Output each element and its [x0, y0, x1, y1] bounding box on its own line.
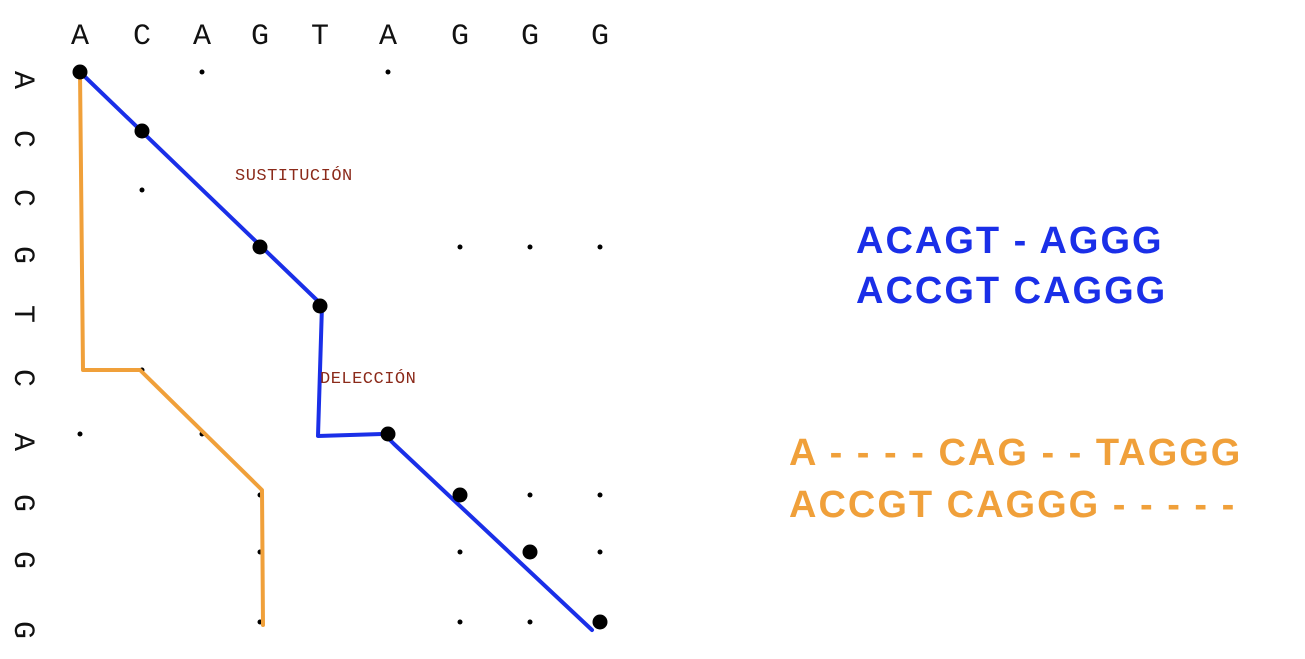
top-sequence-letter: G: [591, 20, 609, 54]
path-match-dot: [452, 487, 468, 503]
top-sequence-letter: G: [451, 20, 469, 54]
match-dot: [457, 244, 463, 250]
left-sequence-letter: C: [5, 369, 39, 387]
match-dot: [199, 69, 205, 75]
path-match-dot: [312, 298, 328, 314]
deletion-annotation: DELECCIÓN: [320, 369, 416, 389]
match-dot: [527, 244, 533, 250]
match-dot: [597, 244, 603, 250]
left-sequence-letter: C: [5, 130, 39, 148]
match-dot: [385, 69, 391, 75]
left-sequence-letter: G: [5, 246, 39, 264]
left-sequence-letter: C: [5, 189, 39, 207]
blue-alignment-line-2: ACCGT CAGGG: [856, 270, 1168, 312]
path-match-dot: [380, 426, 396, 442]
match-dots: [77, 69, 603, 625]
left-sequence-letter: G: [5, 551, 39, 569]
top-sequence-letter: A: [71, 20, 89, 54]
blue-alignment-line-1: ACAGT - AGGG: [856, 220, 1164, 262]
path-match-dot: [592, 614, 608, 630]
match-dot: [527, 619, 533, 625]
top-sequence-letter: T: [311, 20, 329, 54]
match-dot: [597, 549, 603, 555]
path-match-dot: [252, 239, 268, 255]
match-dot: [457, 619, 463, 625]
path-match-dot: [134, 123, 150, 139]
orange-alignment-line-2: ACCGT CAGGG - - - - -: [789, 484, 1237, 526]
path-match-dot: [72, 64, 88, 80]
orange-alignment-path: [78, 70, 265, 627]
left-sequence-letter: A: [5, 71, 39, 89]
match-dot: [77, 431, 83, 437]
left-sequence-labels: A C C G T C A G G G: [5, 71, 39, 639]
path-match-dots: [72, 64, 608, 630]
top-sequence-letter: C: [133, 20, 151, 54]
left-sequence-letter: A: [5, 433, 39, 451]
match-dot: [457, 549, 463, 555]
top-sequence-letter: A: [193, 20, 211, 54]
top-sequence-letter: A: [379, 20, 397, 54]
orange-alignment-line-1: A - - - - CAG - - TAGGG: [789, 432, 1243, 474]
dot-plot: A C A G T A G G G A C C G T C A G G G SUSTITUCIÓN DELECCI…: [5, 20, 609, 639]
left-sequence-letter: G: [5, 621, 39, 639]
path-match-dot: [522, 544, 538, 560]
blue-alignment-path: [78, 70, 594, 632]
left-sequence-letter: G: [5, 494, 39, 512]
match-dot: [527, 492, 533, 498]
top-sequence-letter: G: [521, 20, 539, 54]
left-sequence-letter: T: [5, 305, 39, 323]
top-sequence-letter: G: [251, 20, 269, 54]
substitution-annotation: SUSTITUCIÓN: [235, 166, 353, 186]
match-dot: [139, 187, 145, 193]
match-dot: [597, 492, 603, 498]
